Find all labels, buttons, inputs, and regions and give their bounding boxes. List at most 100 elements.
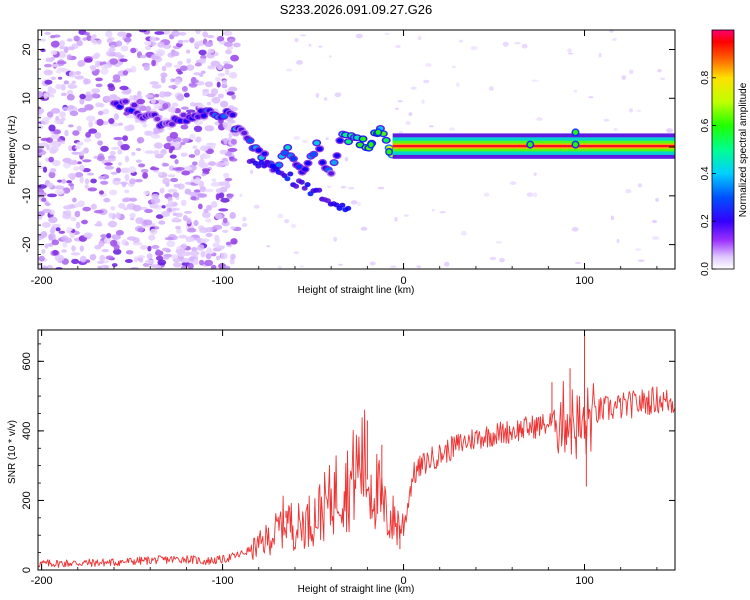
noise-blob	[61, 178, 66, 184]
noise-blob	[348, 186, 355, 190]
noise-blob	[344, 156, 349, 162]
noise-blob	[195, 136, 202, 143]
noise-blob	[97, 265, 102, 269]
noise-blob	[55, 115, 60, 121]
signal-branch	[255, 163, 262, 169]
noise-blob	[197, 203, 203, 210]
noise-blob	[40, 38, 46, 42]
noise-blob	[177, 70, 183, 75]
noise-blob	[161, 210, 171, 217]
noise-blob	[176, 228, 182, 234]
noise-blob	[175, 248, 185, 255]
noise-blob	[153, 142, 163, 149]
noise-blob	[147, 245, 152, 252]
noise-blob	[72, 130, 80, 136]
noise-blob	[165, 62, 173, 68]
noise-blob	[181, 199, 187, 206]
noise-blob	[47, 94, 55, 98]
noise-blob	[74, 202, 80, 208]
signal-blob	[331, 160, 338, 165]
noise-blob	[146, 253, 153, 260]
noise-blob	[97, 140, 103, 146]
noise-blob	[124, 259, 133, 263]
noise-blob	[241, 223, 248, 227]
noise-blob	[143, 64, 150, 71]
noise-blob	[150, 197, 161, 204]
noise-blob	[91, 88, 101, 94]
noise-blob	[104, 162, 113, 166]
noise-blob	[239, 193, 243, 197]
noise-blob	[172, 212, 178, 216]
noise-blob	[106, 233, 112, 239]
spectrogram-x-tick-label: 100	[575, 275, 593, 287]
noise-blob	[655, 197, 659, 202]
noise-blob	[221, 79, 227, 86]
signal-blob	[302, 167, 309, 172]
noise-blob	[206, 204, 213, 211]
signal-blob	[131, 102, 138, 108]
noise-blob	[50, 76, 57, 81]
noise-blob	[226, 194, 233, 199]
noise-blob	[53, 129, 61, 135]
noise-blob	[169, 154, 177, 159]
noise-blob	[173, 64, 182, 68]
noise-blob	[285, 68, 293, 72]
noise-blob	[107, 220, 118, 228]
noise-blob	[145, 94, 154, 98]
noise-blob	[296, 60, 303, 65]
noise-blob	[129, 212, 136, 219]
noise-blob	[38, 184, 47, 189]
noise-blob	[118, 122, 123, 126]
noise-blob	[117, 149, 123, 155]
noise-blob	[142, 123, 148, 128]
colorbar-tick-label: 0.2	[700, 214, 711, 228]
spectrogram-x-axis-label: Height of straight line (km)	[298, 285, 415, 296]
noise-blob	[118, 162, 122, 166]
noise-blob	[266, 245, 271, 248]
noise-blob	[98, 176, 106, 180]
noise-blob	[156, 50, 164, 57]
noise-blob	[74, 71, 82, 75]
noise-blob	[85, 131, 91, 138]
snr-y-tick-label: 600	[21, 352, 33, 370]
noise-blob	[224, 68, 230, 76]
noise-blob	[95, 68, 100, 74]
colorbar: 0.0 0.2 0.4 0.6 0.8 Normalized spectral ampl…	[700, 29, 749, 276]
noise-blob	[227, 121, 232, 129]
noise-blob	[488, 86, 494, 91]
noise-blob	[84, 58, 93, 63]
noise-blob	[184, 188, 192, 195]
noise-blob	[186, 227, 197, 233]
spectrogram-y-ticks: -20 -10 0 10 20	[21, 29, 675, 265]
noise-blob	[74, 210, 81, 218]
noise-blob	[89, 254, 97, 261]
noise-blob	[202, 31, 209, 38]
noise-blob	[145, 105, 152, 113]
noise-blob	[74, 146, 81, 149]
noise-blob	[154, 31, 165, 35]
noise-blob	[198, 58, 207, 64]
noise-blob	[80, 150, 85, 156]
colorbar-gradient	[711, 29, 735, 270]
noise-blob	[194, 41, 201, 48]
noise-blob	[461, 230, 467, 236]
noise-blob	[95, 102, 103, 108]
signal-blob	[200, 113, 207, 118]
noise-blob	[666, 128, 673, 133]
noise-blob	[50, 40, 60, 48]
signal-blob	[122, 99, 129, 104]
noise-blob	[277, 265, 282, 269]
noise-blob	[625, 189, 632, 194]
noise-blob	[180, 65, 188, 72]
noise-blob	[652, 219, 657, 224]
noise-blob	[417, 35, 422, 41]
noise-blob	[200, 250, 206, 258]
noise-blob	[168, 85, 178, 89]
noise-blob	[189, 37, 195, 43]
noise-blob	[160, 76, 166, 84]
noise-blob	[408, 112, 413, 116]
noise-blob	[194, 79, 199, 83]
signal-branch	[261, 163, 268, 169]
noise-blob	[73, 166, 80, 171]
